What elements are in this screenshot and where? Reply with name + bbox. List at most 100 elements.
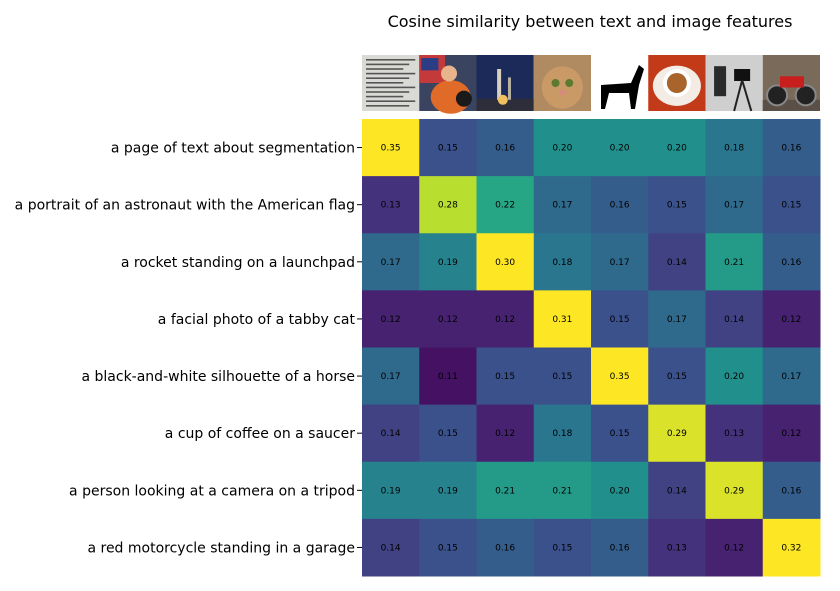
- heatmap-cell: [648, 176, 706, 234]
- row-label: a red motorcycle standing in a garage: [87, 540, 355, 556]
- cell-value-label: 0.18: [552, 429, 572, 439]
- heatmap-cell: [591, 290, 649, 348]
- heatmap-cell: [591, 176, 649, 234]
- heatmap-cell: [476, 518, 535, 577]
- cell-value-label: 0.20: [552, 144, 572, 154]
- heatmap-cell: [362, 461, 420, 520]
- row-label: a facial photo of a tabby cat: [158, 312, 356, 328]
- cell-value-label: 0.13: [724, 429, 744, 439]
- cell-value-label: 0.15: [610, 429, 630, 439]
- cell-value-label: 0.21: [552, 486, 572, 496]
- heatmap-cell: [533, 518, 592, 577]
- cell-value-label: 0.20: [724, 372, 744, 382]
- camera-image: [705, 55, 763, 112]
- cell-value-label: 0.12: [781, 429, 801, 439]
- cell-value-label: 0.12: [438, 315, 458, 325]
- cell-value-label: 0.15: [610, 315, 630, 325]
- horse-image: [591, 55, 649, 111]
- heatmap-cell: [476, 404, 535, 463]
- heatmap-cell: [533, 290, 592, 348]
- cell-value-label: 0.16: [495, 543, 515, 553]
- cell-value-label: 0.18: [552, 258, 572, 268]
- cell-value-label: 0.20: [610, 144, 630, 154]
- cell-value-label: 0.22: [495, 201, 515, 211]
- heatmap-cell: [648, 347, 706, 406]
- cell-value-label: 0.14: [724, 315, 744, 325]
- cell-value-label: 0.12: [781, 315, 801, 325]
- heatmap-cell: [705, 518, 764, 577]
- cell-value-label: 0.20: [610, 486, 630, 496]
- cell-value-label: 0.15: [667, 372, 687, 382]
- cat-image: [533, 55, 591, 111]
- heatmap-cell: [591, 347, 649, 406]
- heatmap-cell: [591, 119, 649, 177]
- cell-value-label: 0.15: [667, 201, 687, 211]
- cell-value-label: 0.17: [381, 372, 401, 382]
- row-label: a cup of coffee on a saucer: [165, 426, 355, 442]
- heatmap-cell: [476, 119, 535, 177]
- cell-value-label: 0.20: [667, 144, 687, 154]
- cell-value-label: 0.35: [381, 144, 401, 154]
- rocket-image: [476, 55, 534, 111]
- cell-value-label: 0.12: [724, 543, 744, 553]
- heatmap-cell: [648, 119, 706, 177]
- heatmap-cell: [705, 233, 764, 291]
- cell-value-label: 0.28: [438, 201, 458, 211]
- row-label: a page of text about segmentation: [111, 141, 355, 157]
- cell-value-label: 0.29: [667, 429, 687, 439]
- heatmap-cell: [591, 233, 649, 291]
- heatmap-cell: [533, 461, 592, 520]
- cell-value-label: 0.32: [781, 543, 801, 553]
- heatmap-cell: [419, 119, 477, 177]
- heatmap-cell: [362, 347, 420, 406]
- heatmap-cell: [533, 176, 592, 234]
- cell-value-label: 0.15: [552, 543, 572, 553]
- cell-value-label: 0.14: [667, 258, 687, 268]
- heatmap-cell: [762, 119, 821, 177]
- heatmap-cell: [591, 461, 649, 520]
- heatmap-cell: [419, 347, 477, 406]
- heatmap-cell: [762, 518, 821, 577]
- heatmap-cell: [476, 461, 535, 520]
- row-labels: a page of text about segmentation a portr…: [15, 141, 362, 556]
- astronaut-image: [419, 55, 477, 114]
- cell-value-label: 0.16: [610, 543, 630, 553]
- heatmap-cells: 0.35 0.15 0.16 0.20 0.20 0.20 0.18 0.16 0.13 0.28…: [362, 119, 821, 577]
- cell-value-label: 0.19: [438, 486, 458, 496]
- heatmap-cell: [648, 461, 706, 520]
- heatmap-cell: [533, 119, 592, 177]
- heatmap-cell: [419, 290, 477, 348]
- row-label: a rocket standing on a launchpad: [121, 255, 355, 271]
- cell-value-label: 0.11: [438, 372, 458, 382]
- heatmap-cell: [648, 290, 706, 348]
- heatmap-cell: [591, 404, 649, 463]
- cell-value-label: 0.19: [381, 486, 401, 496]
- cell-value-label: 0.16: [781, 258, 801, 268]
- heatmap-cell: [419, 233, 477, 291]
- heatmap-cell: [762, 404, 821, 463]
- heatmap-cell: [533, 404, 592, 463]
- cell-value-label: 0.15: [495, 372, 515, 382]
- cell-value-label: 0.16: [610, 201, 630, 211]
- cell-value-label: 0.12: [381, 315, 401, 325]
- heatmap-cell: [362, 233, 420, 291]
- cell-value-label: 0.14: [381, 429, 401, 439]
- heatmap-cell: [705, 404, 764, 463]
- cell-value-label: 0.17: [667, 315, 687, 325]
- row-label: a portrait of an astronaut with the Amer…: [15, 198, 355, 214]
- cell-value-label: 0.17: [381, 258, 401, 268]
- heatmap-cell: [705, 290, 764, 348]
- heatmap-cell: [476, 290, 535, 348]
- heatmap-cell: [362, 290, 420, 348]
- cell-value-label: 0.30: [495, 258, 515, 268]
- heatmap-cell: [362, 404, 420, 463]
- cell-value-label: 0.12: [495, 315, 515, 325]
- heatmap-cell: [476, 176, 535, 234]
- heatmap-cell: [648, 404, 706, 463]
- cell-value-label: 0.14: [381, 543, 401, 553]
- heatmap-cell: [648, 233, 706, 291]
- heatmap-cell: [419, 461, 477, 520]
- cell-value-label: 0.21: [495, 486, 515, 496]
